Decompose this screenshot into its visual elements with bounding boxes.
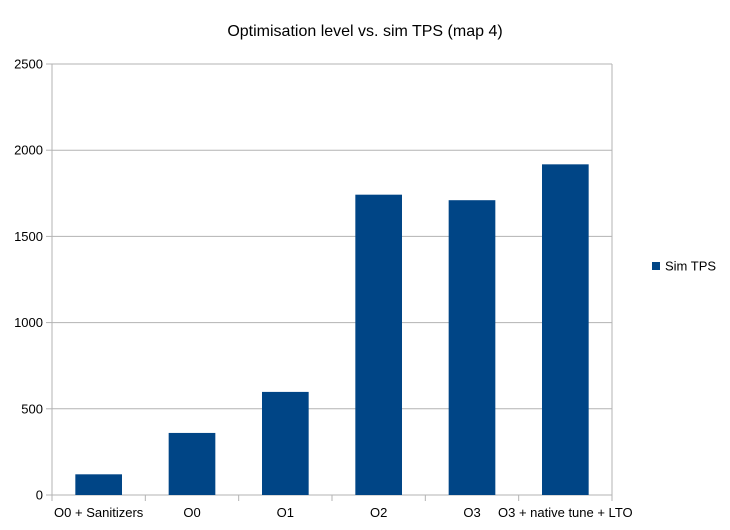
- y-axis-tick-labels: 0 500 1000 1500 2000 2500: [14, 57, 43, 503]
- axes: [46, 63, 613, 501]
- y-tick-label: 2500: [14, 57, 43, 72]
- bar: [75, 474, 122, 495]
- bar: [448, 200, 496, 496]
- y-tick-label: 1000: [14, 315, 43, 330]
- legend: Sim TPS: [652, 259, 716, 274]
- bar: [355, 194, 402, 495]
- x-tick-label: O1: [277, 505, 294, 520]
- legend-label: Sim TPS: [665, 259, 716, 274]
- x-axis-tick-labels: O0 + Sanitizers O0 O1 O2 O3 O3 + native tune …: [54, 505, 633, 520]
- chart-title: Optimisation level vs. sim TPS (map 4): [227, 23, 502, 40]
- bar: [168, 432, 216, 495]
- bars: [75, 164, 589, 496]
- y-tick-label: 500: [21, 401, 43, 416]
- bar: [262, 391, 309, 495]
- x-tick-label: O2: [370, 505, 387, 520]
- x-tick-label: O0 + Sanitizers: [54, 505, 144, 520]
- y-tick-label: 2000: [14, 143, 43, 158]
- bar: [542, 164, 589, 496]
- y-tick-label: 1500: [14, 229, 43, 244]
- y-tick-label: 0: [36, 488, 43, 503]
- gridlines: [52, 63, 612, 496]
- legend-swatch: [652, 262, 660, 270]
- x-tick-label: O0: [183, 505, 200, 520]
- x-tick-label: O3 + native tune + LTO: [498, 505, 633, 520]
- x-tick-label: O3: [463, 505, 480, 520]
